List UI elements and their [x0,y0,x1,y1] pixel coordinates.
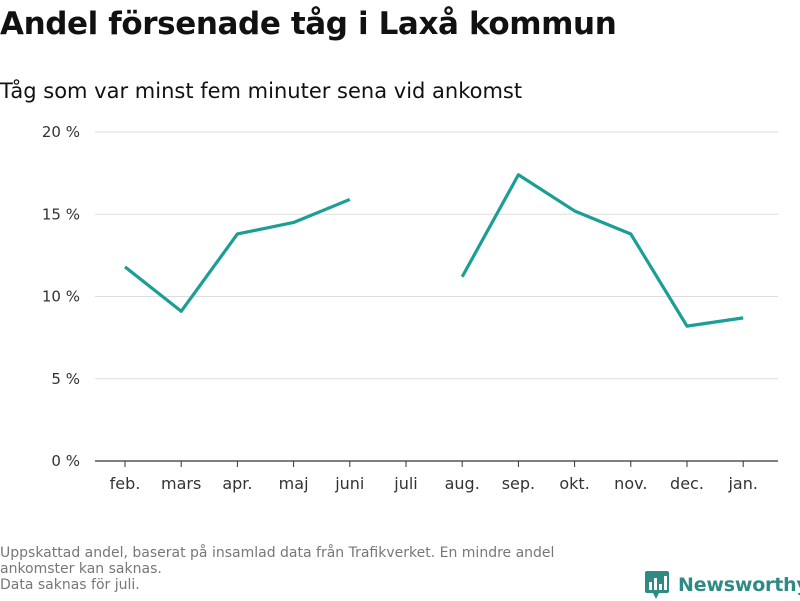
grid-lines [95,131,778,380]
x-tick-label: okt. [559,474,589,493]
x-tick-label: apr. [222,474,252,493]
x-tick-label: dec. [670,474,704,493]
x-axis [95,460,778,467]
x-tick-label: aug. [445,474,480,493]
x-axis-tick-labels: feb. mars apr. maj juni juli aug. sep. okt. nov. d… [110,474,758,493]
newsworthy-logo: Newsworthy [644,569,800,601]
x-tick-label: nov. [614,474,647,493]
footnote: Uppskattad andel, baserat på insamlad da… [0,545,630,593]
chart-title: Andel försenade tåg i Laxå kommun [0,6,617,42]
y-axis-tick-labels: 0 % 5 % 10 % 15 % 20 % [42,123,80,470]
x-tick-label: mars [161,474,201,493]
y-tick-label: 5 % [51,370,80,388]
y-tick-label: 20 % [42,123,80,141]
y-tick-label: 0 % [51,452,80,470]
x-tick-label: sep. [502,474,535,493]
y-tick-label: 15 % [42,205,80,223]
y-tick-label: 10 % [42,288,80,306]
chart-subtitle: Tåg som var minst fem minuter sena vid a… [0,79,523,103]
series-lines [124,173,744,328]
series-line-segment [124,197,351,313]
x-tick-label: jan. [727,474,757,493]
x-tick-label: maj [279,474,309,493]
line-chart: 0 % 5 % 10 % 15 % 20 % feb. mars apr. maj juni ju… [42,123,778,493]
series-line-segment [460,173,744,328]
newsworthy-logo-text: Newsworthy [678,574,800,596]
x-tick-label: juli [393,474,417,493]
x-tick-label: juni [334,474,364,493]
footnote-missing-data: Data saknas för juli. [0,577,140,593]
x-tick-label: feb. [110,474,141,493]
newsworthy-logo-icon [645,571,669,599]
footnote-source: Uppskattad andel, baserat på insamlad da… [0,545,555,577]
